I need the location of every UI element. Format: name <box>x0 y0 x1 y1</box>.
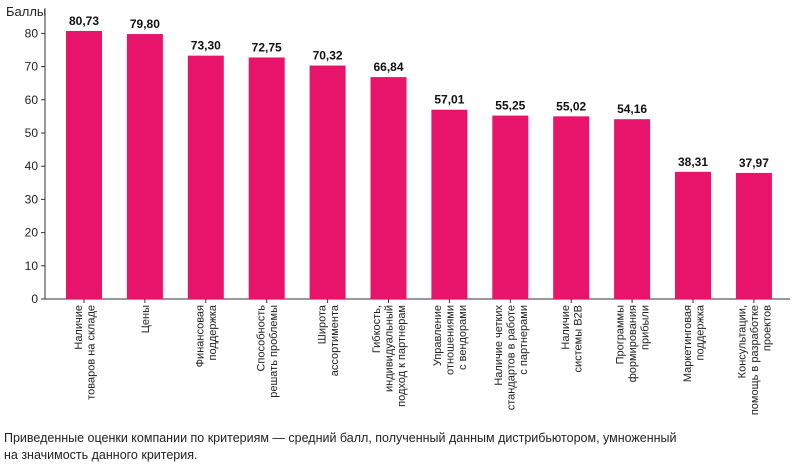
x-tick-label: Гибкость, индивидуальный подход к партнера… <box>371 305 408 407</box>
y-tick-label: 50 <box>25 126 39 140</box>
x-tick-label-line: проектов <box>761 305 773 351</box>
x-tick-label: Консультации, помощь в разработке проектов <box>736 305 773 415</box>
bar <box>126 34 163 300</box>
bar-value-label: 55,02 <box>556 99 586 113</box>
x-tick-label-line: Консультации, <box>736 305 748 378</box>
x-tick-label-line: Способность <box>255 305 267 372</box>
bar <box>614 119 651 299</box>
y-tick-label: 60 <box>25 93 39 107</box>
y-tick-label: 80 <box>25 26 39 40</box>
y-tick-label: 70 <box>25 60 39 74</box>
bar <box>370 77 407 299</box>
bar <box>187 55 224 300</box>
x-tick-label: Цены <box>140 305 152 333</box>
x-tick-label-line: ассортимента <box>329 304 341 376</box>
x-tick-label-line: Гибкость, <box>371 305 383 353</box>
x-tick-label: Программы формирования прибыли <box>615 305 652 382</box>
x-tick-label-line: Программы <box>615 305 627 365</box>
caption-line-1: Приведенные оценки компании по критериям… <box>4 431 677 445</box>
x-tick-label-line: системы B2B <box>572 305 584 373</box>
bar <box>248 57 285 299</box>
bar-value-label: 80,73 <box>69 14 99 28</box>
bar <box>735 172 772 299</box>
x-tick-label-line: прибыли <box>640 305 652 350</box>
x-tick-label-line: поддержка <box>207 304 219 360</box>
bar <box>492 115 529 299</box>
x-tick-label-line: формирования <box>627 305 639 382</box>
x-tick-label-line: отношениями <box>444 305 456 375</box>
x-tick-label-line: Финансовая <box>195 305 207 367</box>
x-tick-label-line: Наличие <box>560 305 572 350</box>
bar-value-label: 72,75 <box>252 40 282 54</box>
y-axis-label: Баллы <box>6 4 46 19</box>
x-tick-label: Наличие товаров на складе <box>73 305 98 400</box>
x-tick-label-line: индивидуальный <box>384 305 396 392</box>
x-tick-label-line: с вендорами <box>457 305 469 370</box>
x-tick-label-line: стандартов в работе <box>505 305 517 410</box>
y-tick-label: 30 <box>25 192 39 206</box>
x-tick-label-line: Управление <box>432 305 444 366</box>
x-tick-label-line: Наличие четких <box>493 305 505 386</box>
bar-value-label: 38,31 <box>678 155 708 169</box>
x-tick-label-line: Маркетинговая <box>682 305 694 382</box>
y-tick-label: 40 <box>25 159 39 173</box>
bar <box>309 65 346 299</box>
bar-value-label: 55,25 <box>495 99 525 113</box>
chart-caption: Приведенные оценки компании по критериям… <box>4 430 794 464</box>
y-tick-label: 0 <box>31 292 38 306</box>
y-tick-label: 10 <box>25 259 39 273</box>
bar-value-label: 70,32 <box>313 49 343 63</box>
x-tick-label: Управление отношениями с вендорами <box>432 305 469 375</box>
bar-value-label: 73,30 <box>191 39 221 53</box>
x-tick-label-line: подход к партнерам <box>396 305 408 407</box>
x-tick-label: Наличие четких стандартов в работе с партн… <box>493 305 530 411</box>
x-tick-label-line: Наличие <box>73 305 85 350</box>
x-tick-label-line: Широта <box>316 304 328 344</box>
y-tick-label: 20 <box>25 226 39 240</box>
x-tick-label-line: поддержка <box>694 304 706 360</box>
bar <box>553 116 590 299</box>
x-tick-label: Способность решать проблемы <box>255 305 280 398</box>
bar <box>431 109 468 299</box>
x-tick-label: Финансовая поддержка <box>195 304 220 367</box>
x-tick-label-line: с партнерами <box>518 305 530 375</box>
bar-value-label: 54,16 <box>617 102 647 116</box>
bar <box>675 171 711 299</box>
x-tick-label: Широта ассортимента <box>316 304 341 376</box>
caption-line-2: на значимость данного критерия. <box>4 448 198 462</box>
bar-value-label: 57,01 <box>434 93 464 107</box>
bar-value-label: 66,84 <box>373 60 403 74</box>
x-tick-label: Маркетинговая поддержка <box>682 304 707 382</box>
x-tick-label-line: помощь в разработке <box>749 305 761 415</box>
bar <box>66 30 102 299</box>
x-tick-label: Наличие системы B2B <box>560 305 585 373</box>
x-tick-label-line: Цены <box>140 305 152 333</box>
x-tick-label-line: товаров на складе <box>85 305 97 400</box>
bar-value-label: 79,80 <box>130 17 160 31</box>
x-tick-label-line: решать проблемы <box>268 305 280 398</box>
bar-value-label: 37,97 <box>739 156 769 170</box>
